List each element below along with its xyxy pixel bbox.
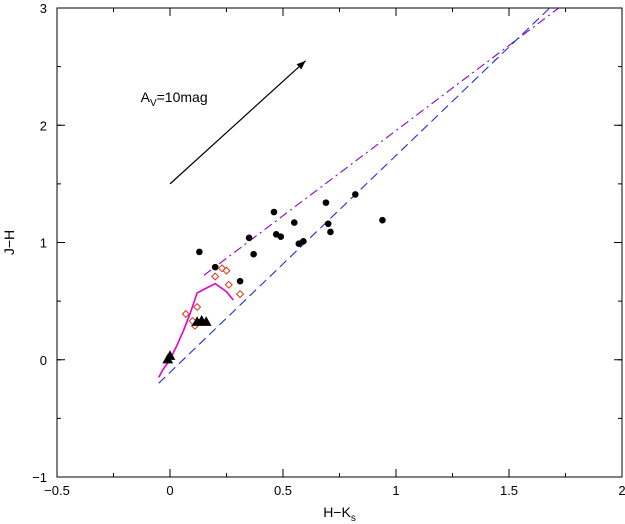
circle-point — [300, 238, 307, 245]
triangle-point — [164, 350, 176, 360]
circle-point — [322, 199, 330, 206]
circle-point — [270, 208, 278, 216]
diamond-point — [193, 302, 202, 312]
diamond-point — [235, 289, 245, 299]
y-tick-label: 0 — [40, 353, 47, 368]
reddening-vector-shaft — [169, 60, 307, 185]
dashdot-line — [203, 7, 560, 276]
annotation-main: A — [141, 89, 151, 105]
diamond-point — [222, 266, 231, 275]
triangle-point — [200, 316, 212, 326]
data-markers — [162, 191, 386, 364]
y-tick-label: 3 — [40, 1, 47, 16]
x-tick-label: 1.5 — [500, 483, 518, 498]
circle-point — [211, 263, 219, 271]
x-tick-label: −0.5 — [44, 483, 70, 498]
diamond-point — [224, 280, 233, 289]
circle-point — [324, 220, 332, 228]
x-tick-label: 2 — [618, 483, 625, 498]
circle-point — [250, 250, 257, 258]
y-tick-label: 1 — [40, 236, 47, 251]
circle-point — [277, 233, 285, 240]
annotation-subscript: V — [150, 98, 157, 109]
circle-point — [245, 234, 253, 242]
reddening-vector — [169, 60, 307, 185]
y-axis-label: J−H — [1, 230, 17, 255]
annotation-suffix: =10mag — [157, 89, 208, 105]
diamond-point — [181, 309, 190, 319]
diamond-point — [211, 272, 220, 281]
x-tick-label: 0 — [166, 483, 173, 498]
diamond-point — [217, 264, 227, 273]
y-tick-label: −1 — [32, 470, 47, 485]
circle-point — [236, 277, 244, 285]
x-axis-label: H−Ks — [323, 504, 356, 524]
extinction-annotation: AV=10mag — [141, 89, 208, 109]
circle-point — [352, 191, 359, 198]
reddening-vector-arrowhead — [296, 60, 306, 70]
tick-labels: −0.5 0 0.5 1 1.5 2 −1 0 1 2 3 — [32, 1, 625, 498]
x-label-main: H−K — [323, 504, 351, 520]
circle-point — [291, 219, 298, 226]
reference-lines — [157, 7, 560, 384]
plot-frame — [56, 7, 623, 478]
x-label-subscript: s — [351, 513, 356, 524]
axis-ticks — [56, 7, 623, 478]
x-tick-label: 0.5 — [274, 483, 292, 498]
x-tick-label: 1 — [392, 483, 399, 498]
circle-point — [327, 228, 334, 236]
y-tick-label: 2 — [40, 118, 47, 133]
plot-area: −0.5 0 0.5 1 1.5 2 −1 0 1 2 3 — [32, 1, 625, 498]
circle-point — [379, 216, 386, 224]
circle-point — [196, 248, 203, 256]
